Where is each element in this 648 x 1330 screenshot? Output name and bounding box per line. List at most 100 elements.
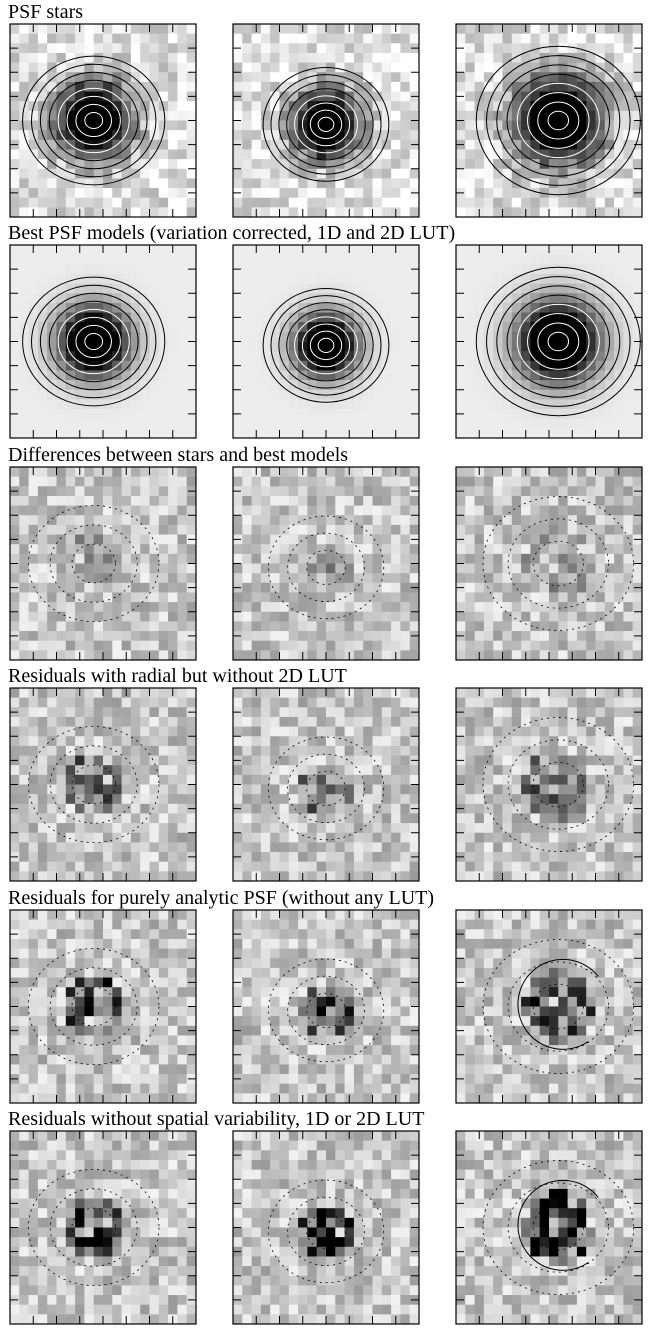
pixel	[372, 197, 383, 208]
pixel	[112, 553, 123, 564]
pixel	[186, 255, 197, 266]
pixel	[130, 553, 141, 564]
pixel	[549, 159, 559, 170]
pixel	[493, 341, 503, 353]
pixel	[409, 399, 420, 410]
pixel	[511, 852, 522, 863]
pixel	[168, 707, 178, 718]
pixel	[511, 380, 522, 391]
pixel	[47, 543, 57, 555]
pixel	[604, 149, 615, 160]
pixel	[177, 293, 188, 304]
pixel	[400, 33, 411, 44]
pixel	[288, 871, 299, 882]
pixel	[335, 390, 346, 401]
pixel	[84, 543, 95, 555]
pixel	[103, 486, 113, 497]
pixel	[474, 293, 485, 304]
pixel	[140, 139, 150, 150]
pixel	[75, 524, 85, 535]
image-panel	[9, 687, 197, 882]
pixel	[19, 24, 30, 35]
pixel	[474, 139, 485, 150]
pixel	[260, 746, 271, 757]
pixel	[158, 207, 169, 218]
pixel	[186, 553, 197, 564]
pixel	[251, 264, 262, 275]
pixel	[56, 159, 67, 170]
pixel	[391, 380, 401, 391]
pixel	[121, 515, 132, 526]
pixel	[335, 303, 346, 314]
pixel	[465, 130, 476, 141]
pixel	[103, 390, 113, 401]
pixel	[93, 486, 104, 497]
pixel	[344, 717, 355, 728]
pixel	[400, 390, 411, 401]
pixel	[400, 621, 411, 632]
pixel	[567, 399, 578, 410]
pixel	[10, 524, 20, 535]
pixel	[576, 110, 587, 121]
pixel	[316, 245, 327, 256]
pixel	[56, 283, 67, 295]
pixel	[391, 130, 401, 141]
contour	[22, 55, 166, 186]
pixel	[632, 24, 643, 35]
pixel	[465, 611, 476, 622]
pixel	[335, 611, 346, 622]
pixel	[186, 72, 197, 83]
pixel	[37, 390, 48, 401]
pixel	[279, 197, 290, 208]
pixel	[307, 832, 318, 844]
pixel	[288, 370, 299, 381]
pixel	[93, 784, 104, 795]
pixel	[549, 515, 559, 526]
pixel	[521, 188, 531, 199]
pixel	[326, 274, 336, 285]
pixel	[177, 110, 188, 121]
pixel	[456, 293, 466, 304]
pixel	[576, 255, 587, 266]
pixel	[75, 553, 85, 564]
pixel	[93, 505, 104, 516]
pixel	[344, 264, 355, 275]
pixel	[28, 255, 39, 266]
pixel	[121, 813, 132, 824]
pixel	[316, 650, 327, 661]
pixel	[363, 409, 373, 420]
pixel	[465, 409, 476, 420]
pixel	[614, 361, 624, 372]
pixel	[37, 563, 48, 574]
pixel	[158, 505, 169, 516]
pixel	[298, 159, 308, 170]
pixel	[288, 130, 299, 141]
pixel	[19, 736, 30, 747]
pixel	[335, 543, 346, 555]
pixel	[233, 726, 243, 737]
pixel	[465, 803, 476, 815]
pixel	[242, 466, 253, 477]
pixel	[298, 736, 308, 747]
pixel	[521, 168, 531, 179]
pixel	[279, 842, 290, 853]
pixel	[112, 399, 123, 410]
pixel	[186, 62, 197, 73]
pixel	[75, 120, 85, 131]
pixel	[233, 543, 243, 555]
pixel	[93, 832, 104, 844]
pixel	[381, 130, 392, 141]
pixel	[372, 43, 383, 54]
pixel	[530, 303, 541, 314]
pixel	[288, 515, 299, 526]
pixel	[65, 409, 76, 420]
pixel	[75, 486, 85, 497]
pixel	[158, 312, 169, 324]
pixel	[307, 312, 318, 324]
pixel	[158, 255, 169, 266]
pixel	[251, 592, 262, 603]
pixel	[130, 813, 141, 824]
pixel	[56, 630, 67, 641]
pixel	[177, 794, 188, 805]
pixel	[614, 524, 624, 535]
